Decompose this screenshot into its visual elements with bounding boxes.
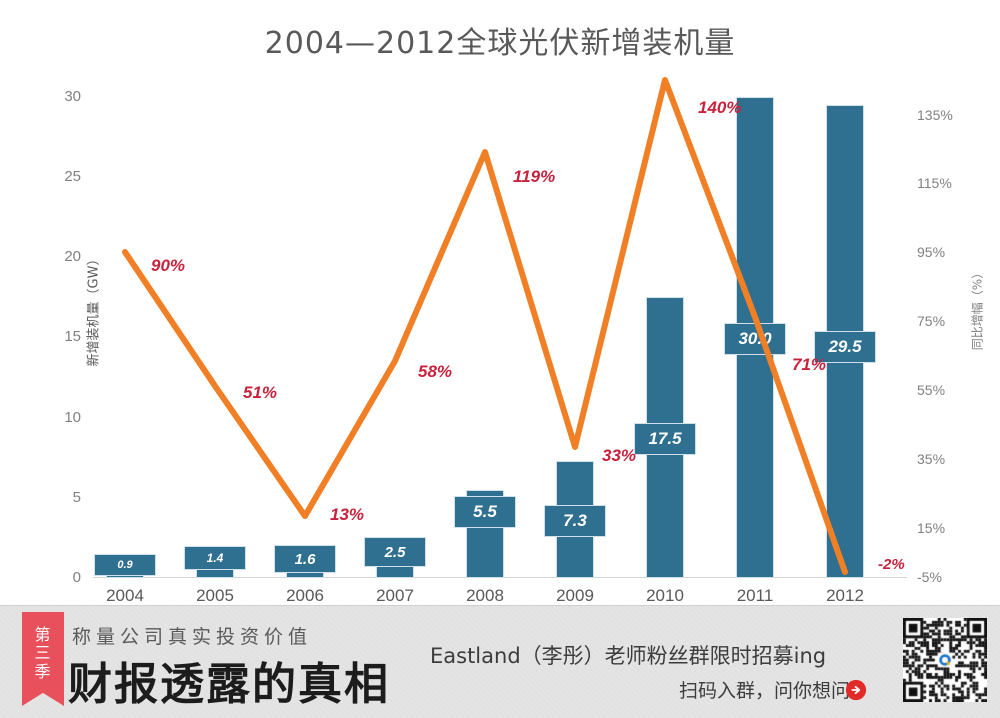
- x-axis-label-2010: 2010: [646, 586, 684, 605]
- y2-axis-tick-75: 75%: [917, 313, 946, 329]
- x-axis-label-2009: 2009: [556, 586, 594, 605]
- x-axis-label-2007: 2007: [376, 586, 414, 605]
- pct-label-2011: 71%: [792, 355, 827, 374]
- x-axis-label-2008: 2008: [466, 586, 504, 605]
- x-axis-label-2004: 2004: [106, 586, 144, 605]
- x-axis-label-2012: 2012: [826, 586, 864, 605]
- promo-text-line1: Eastland（李彤）老师粉丝群限时招募ing: [430, 644, 827, 668]
- pct-label-2004: 90%: [151, 256, 186, 275]
- y-axis-tick-5: 5: [72, 489, 81, 506]
- y-axis-tick-20: 20: [64, 248, 81, 265]
- bar-value-2011: 30.0: [724, 323, 786, 355]
- y2-axis-title: 同比增幅（%）: [970, 266, 985, 351]
- pct-label-2009: 33%: [602, 446, 637, 465]
- x-axis-label-2005: 2005: [196, 586, 234, 605]
- pct-label-2012: -2%: [878, 556, 905, 573]
- season-ribbon: 第 三 季: [22, 612, 64, 706]
- y2-axis-tick-115: 115%: [917, 175, 952, 191]
- pct-label-2005: 51%: [243, 383, 278, 402]
- y2-axis-tick-55: 55%: [917, 382, 946, 398]
- pct-label-2010: 140%: [698, 98, 742, 117]
- y-axis-tick-30: 30: [64, 88, 81, 105]
- chart-title: 2004—2012全球光伏新增装机量: [264, 26, 736, 61]
- y2-axis-tick-neg5: -5%: [917, 569, 942, 585]
- bar-value-2010: 17.5: [634, 423, 696, 455]
- bar-value-2005: 1.4: [184, 546, 246, 570]
- ribbon-char-3: 季: [34, 661, 52, 681]
- chart-container: 2004—2012全球光伏新增装机量 30 25 20 15 10 5 0 13…: [64, 26, 985, 605]
- brand-subtitle: 称量公司真实投资价值: [72, 626, 313, 648]
- y-axis-tick-25: 25: [64, 168, 81, 185]
- y2-axis-tick-95: 95%: [917, 244, 946, 260]
- ribbon-char-2: 三: [34, 643, 52, 663]
- pct-label-2008: 119%: [513, 167, 556, 186]
- bar-value-2004: 0.9: [94, 554, 156, 576]
- bar-value-2008: 5.5: [454, 496, 516, 528]
- y-axis-tick-10: 10: [64, 409, 81, 426]
- bar-value-2006: 1.6: [274, 545, 336, 573]
- y2-axis-tick-15: 15%: [917, 520, 946, 536]
- bar-value-2009: 7.3: [544, 505, 606, 537]
- promo-banner: [0, 605, 1000, 718]
- x-axis-label-2006: 2006: [286, 586, 324, 605]
- y-axis-tick-0: 0: [72, 569, 81, 586]
- promo-text-line2: 扫码入群，问你想问: [678, 680, 850, 702]
- bar-value-2007: 2.5: [364, 537, 426, 567]
- y-axis-title: 新增装机量（GW）: [86, 252, 102, 367]
- brand-title: 财报透露的真相: [68, 659, 390, 710]
- y2-axis-tick-135: 135%: [917, 107, 953, 123]
- y2-axis-tick-35: 35%: [917, 451, 946, 467]
- pct-label-2006: 13%: [330, 505, 365, 524]
- qr-code[interactable]: [903, 618, 987, 702]
- arrow-right-circle-icon[interactable]: [845, 679, 867, 701]
- ribbon-char-1: 第: [34, 625, 52, 644]
- pct-label-2007: 58%: [418, 362, 453, 381]
- y-axis-tick-15: 15: [64, 328, 81, 345]
- x-axis-label-2011: 2011: [736, 586, 774, 605]
